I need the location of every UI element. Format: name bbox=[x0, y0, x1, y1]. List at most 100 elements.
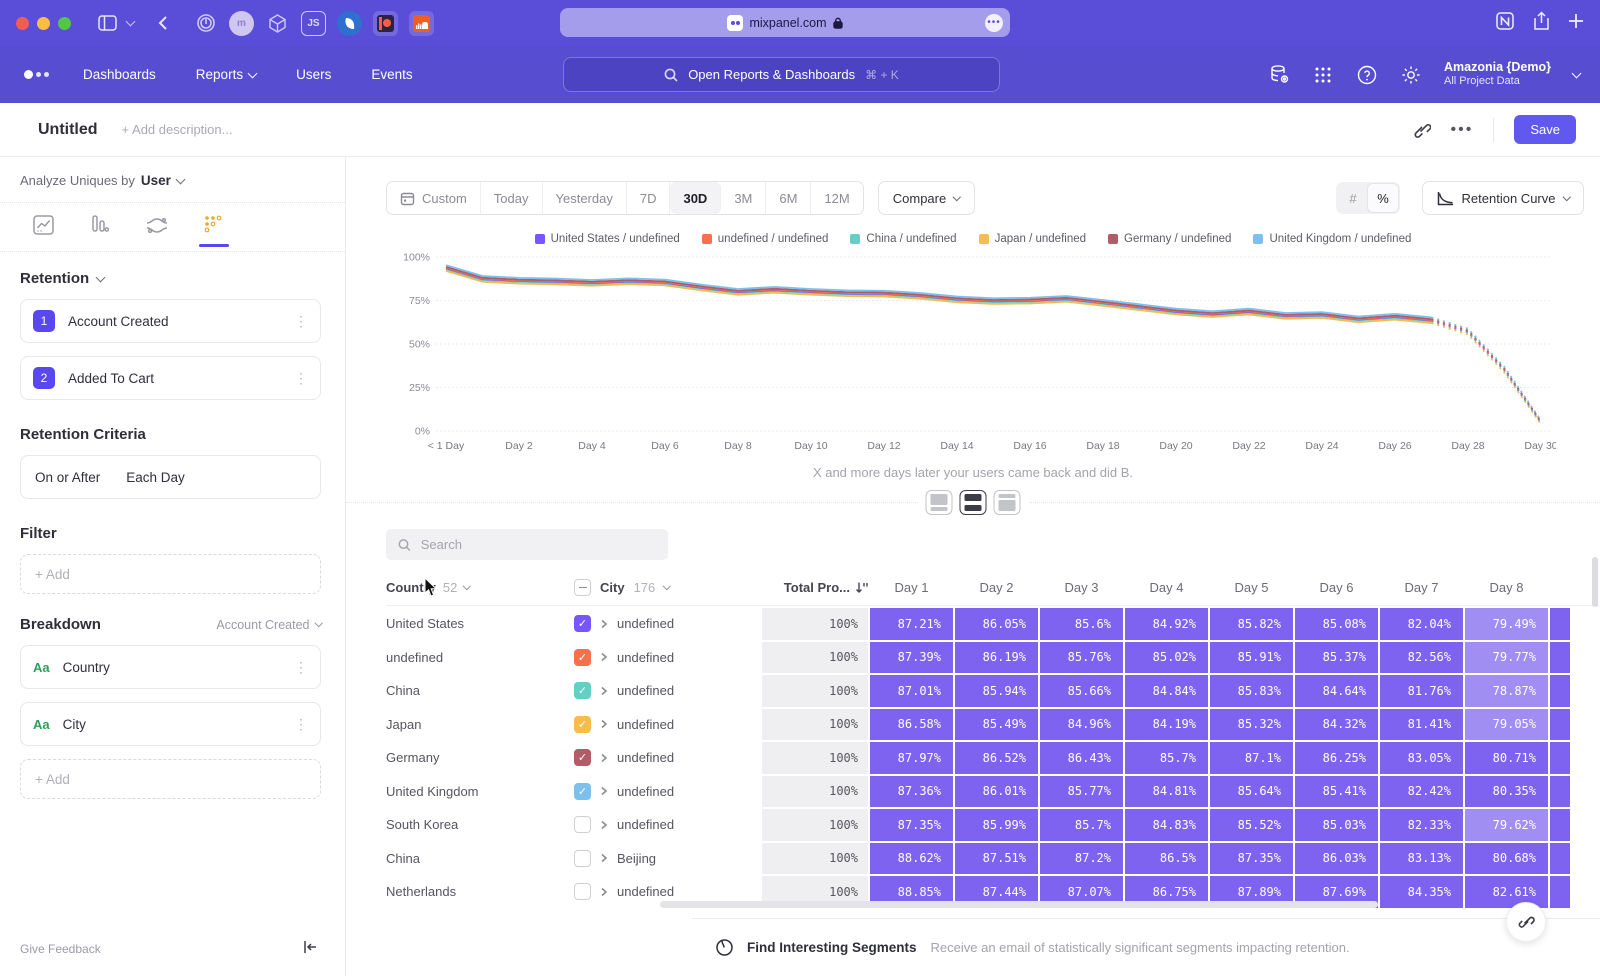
onepassword-extension-icon[interactable] bbox=[193, 11, 218, 36]
codesandbox-extension-icon[interactable] bbox=[265, 11, 290, 36]
total-column-header[interactable]: Total Pro... bbox=[762, 580, 868, 595]
kebab-menu-icon[interactable]: ⋮ bbox=[294, 312, 308, 329]
data-management-icon[interactable] bbox=[1268, 64, 1290, 86]
row-checkbox[interactable]: ✓ bbox=[574, 648, 591, 666]
kebab-menu-icon[interactable]: ⋮ bbox=[294, 369, 308, 386]
tab-insights[interactable] bbox=[26, 215, 60, 251]
select-all-checkbox[interactable] bbox=[574, 579, 591, 596]
legend-item[interactable]: United Kingdom / undefined bbox=[1253, 233, 1411, 245]
notion-icon[interactable] bbox=[1495, 11, 1515, 36]
retention-cell[interactable]: 82.42% bbox=[1380, 775, 1463, 807]
retention-cell[interactable]: 87.1% bbox=[1210, 742, 1293, 774]
retention-cell[interactable]: 84.92% bbox=[1125, 608, 1208, 640]
report-title[interactable]: Untitled bbox=[38, 120, 98, 138]
tab-retention[interactable] bbox=[197, 215, 231, 251]
retention-cell[interactable]: 84.84% bbox=[1125, 675, 1208, 707]
help-icon[interactable] bbox=[1356, 64, 1378, 86]
format-count-button[interactable]: # bbox=[1338, 184, 1368, 212]
add-description[interactable]: + Add description... bbox=[121, 122, 233, 137]
row-checkbox[interactable] bbox=[574, 849, 591, 867]
retention-cell[interactable]: 86.03% bbox=[1295, 842, 1378, 874]
retention-cell[interactable]: 85.76% bbox=[1040, 641, 1123, 673]
day-column-header[interactable]: Day 8 bbox=[1489, 580, 1524, 595]
day-column-header[interactable]: Day 1 bbox=[894, 580, 929, 595]
row-checkbox[interactable] bbox=[574, 883, 591, 901]
layout-chart-focus-button[interactable] bbox=[925, 490, 953, 515]
more-options-icon[interactable]: ••• bbox=[1450, 120, 1474, 138]
project-switcher[interactable]: Amazonia {Demo} All Project Data bbox=[1444, 60, 1551, 89]
back-icon[interactable] bbox=[149, 9, 177, 37]
new-tab-icon[interactable] bbox=[1568, 13, 1584, 34]
retention-cell[interactable]: 84.83% bbox=[1125, 809, 1208, 841]
m-extension-icon[interactable]: m bbox=[229, 10, 254, 36]
browser-sidebar-icon[interactable] bbox=[93, 9, 121, 37]
retention-cell[interactable]: 86.19% bbox=[955, 641, 1038, 673]
retention-cell[interactable]: 85.64% bbox=[1210, 775, 1293, 807]
retention-cell[interactable]: 84.96% bbox=[1040, 708, 1123, 740]
kebab-menu-icon[interactable]: ⋮ bbox=[294, 715, 308, 732]
retention-cell[interactable]: 79.05% bbox=[1465, 708, 1548, 740]
criteria-value[interactable]: Each Day bbox=[126, 469, 185, 485]
retention-cell[interactable]: 85.52% bbox=[1210, 809, 1293, 841]
retention-cell[interactable]: 84.64% bbox=[1295, 675, 1378, 707]
nav-reports[interactable]: Reports bbox=[196, 67, 258, 82]
minimize-window-button[interactable] bbox=[37, 16, 50, 30]
share-link-fab[interactable] bbox=[1506, 902, 1546, 942]
retention-cell[interactable]: 85.7% bbox=[1125, 742, 1208, 774]
expand-row-icon[interactable] bbox=[600, 820, 608, 830]
zoom-window-button[interactable] bbox=[58, 16, 71, 30]
retention-cell[interactable]: 85.94% bbox=[955, 675, 1038, 707]
legend-item[interactable]: Japan / undefined bbox=[978, 233, 1086, 245]
retention-cell[interactable]: 85.82% bbox=[1210, 608, 1293, 640]
tab-flows[interactable] bbox=[140, 215, 174, 251]
breakdown-scope-select[interactable]: Account Created bbox=[216, 618, 323, 632]
retention-cell[interactable]: 87.35% bbox=[1210, 842, 1293, 874]
retention-cell[interactable]: 84.35% bbox=[1380, 876, 1463, 908]
legend-item[interactable]: Germany / undefined bbox=[1108, 233, 1231, 245]
row-checkbox[interactable]: ✓ bbox=[574, 782, 591, 800]
retention-cell[interactable]: 87.39% bbox=[870, 641, 953, 673]
row-checkbox[interactable]: ✓ bbox=[574, 749, 591, 767]
retention-cell[interactable]: 82.61% bbox=[1465, 876, 1548, 908]
city-column-header[interactable]: City 176 bbox=[574, 579, 762, 596]
day-column-header[interactable]: Day 6 bbox=[1319, 580, 1354, 595]
row-checkbox[interactable]: ✓ bbox=[574, 615, 591, 633]
retention-cell[interactable]: 85.66% bbox=[1040, 675, 1123, 707]
apps-grid-icon[interactable] bbox=[1312, 64, 1334, 86]
country-column-header[interactable]: Country 52 bbox=[386, 580, 574, 595]
expand-row-icon[interactable] bbox=[600, 719, 608, 729]
retention-cell[interactable]: 84.19% bbox=[1125, 708, 1208, 740]
day-column-header[interactable]: Day 3 bbox=[1064, 580, 1099, 595]
retention-cell[interactable]: 87.51% bbox=[955, 842, 1038, 874]
retention-cell[interactable]: 85.32% bbox=[1210, 708, 1293, 740]
date-range-30d[interactable]: 30D bbox=[670, 182, 722, 214]
layout-split-button[interactable] bbox=[959, 490, 987, 515]
retention-cell[interactable]: 85.77% bbox=[1040, 775, 1123, 807]
retention-cell[interactable]: 81.76% bbox=[1380, 675, 1463, 707]
date-range-3m[interactable]: 3M bbox=[721, 182, 767, 214]
retention-cell[interactable]: 86.25% bbox=[1295, 742, 1378, 774]
analyze-by-value[interactable]: User bbox=[140, 173, 171, 188]
vertical-scrollbar[interactable] bbox=[1592, 557, 1598, 607]
retention-cell[interactable]: 85.08% bbox=[1295, 608, 1378, 640]
retention-chart[interactable]: 0% 25% 50% 75% 100% < 1 Day Day 2 Day 4 Day 6 Day… bbox=[386, 249, 1586, 461]
row-checkbox[interactable]: ✓ bbox=[574, 715, 591, 733]
nav-dashboards[interactable]: Dashboards bbox=[83, 67, 156, 82]
expand-row-icon[interactable] bbox=[600, 753, 608, 763]
retention-cell[interactable]: 82.33% bbox=[1380, 809, 1463, 841]
day-column-header[interactable]: Day 4 bbox=[1149, 580, 1184, 595]
tab-overview-chevron-icon[interactable] bbox=[121, 9, 139, 37]
nav-events[interactable]: Events bbox=[371, 67, 413, 82]
save-button[interactable]: Save bbox=[1514, 115, 1576, 144]
retention-cell[interactable]: 86.01% bbox=[955, 775, 1038, 807]
day-column-header[interactable]: Day 5 bbox=[1234, 580, 1269, 595]
retention-cell[interactable]: 86.43% bbox=[1040, 742, 1123, 774]
retention-cell[interactable]: 82.56% bbox=[1380, 641, 1463, 673]
horizontal-scrollbar[interactable] bbox=[660, 901, 1378, 908]
legend-item[interactable]: China / undefined bbox=[850, 233, 957, 245]
retention-cell[interactable]: 81.41% bbox=[1380, 708, 1463, 740]
date-range-yesterday[interactable]: Yesterday bbox=[542, 182, 627, 214]
expand-row-icon[interactable] bbox=[600, 652, 608, 662]
add-breakdown-button[interactable]: + Add bbox=[20, 759, 321, 799]
js-extension-icon[interactable]: JS bbox=[301, 10, 326, 36]
